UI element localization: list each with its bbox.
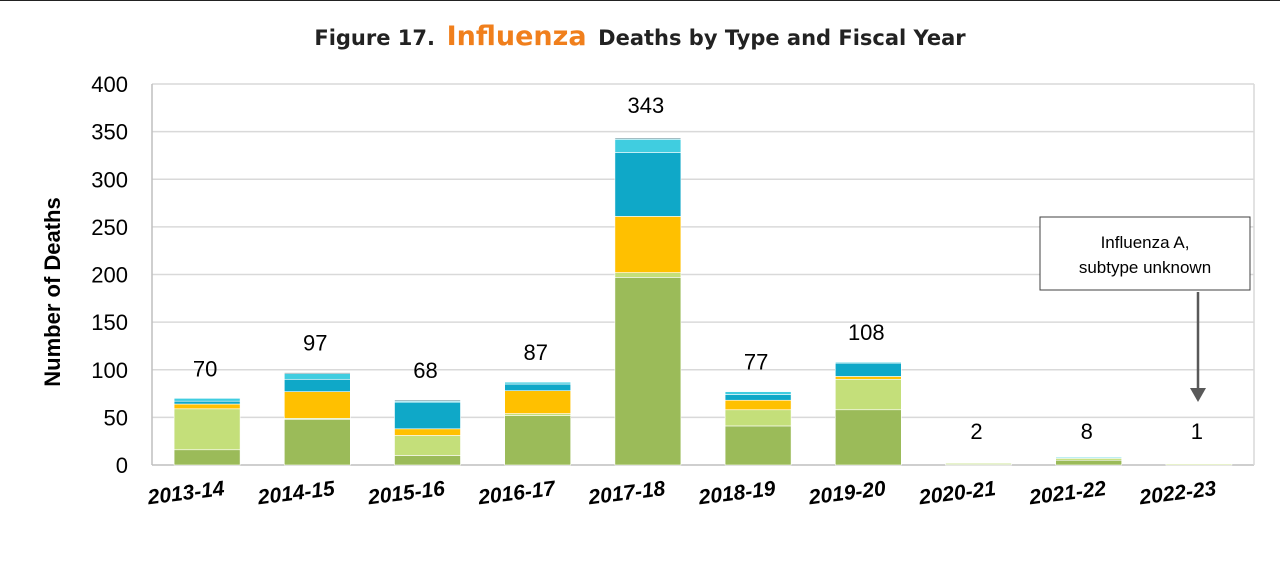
title-suffix: Deaths by Type and Fiscal Year	[598, 26, 966, 50]
bar-segment	[724, 394, 792, 401]
bar-segment	[724, 425, 792, 466]
y-tick-label: 0	[116, 453, 128, 478]
x-tick-label: 2013-14	[145, 477, 226, 509]
bar-segment	[724, 391, 792, 395]
bar-segment	[283, 418, 351, 466]
bar-segment	[283, 372, 351, 374]
bar-segment	[394, 401, 461, 430]
bar-segment	[173, 398, 241, 402]
bar-segment	[724, 399, 792, 411]
annotation-line-2: subtype unknown	[1079, 258, 1211, 277]
chart-title: Figure 17. Influenza Deaths by Type and …	[314, 21, 966, 52]
bar-segment	[283, 373, 351, 380]
x-tick-label: 2014-15	[256, 477, 337, 509]
bar-segment	[283, 378, 351, 392]
bar-segment	[614, 152, 682, 217]
bar-segment	[834, 409, 902, 466]
y-tick-label: 350	[91, 120, 128, 145]
bar-segment	[1055, 457, 1122, 459]
y-tick-label: 250	[91, 215, 128, 240]
bar-segment	[834, 362, 902, 377]
y-tick-label: 150	[91, 310, 128, 335]
bar-segment	[724, 409, 792, 427]
annotation-callout: Influenza A, subtype unknown	[1039, 216, 1251, 402]
total-label: 8	[1081, 419, 1093, 444]
y-axis-ticks: 0 50 100 150 200 250 300 350 400	[91, 72, 128, 478]
bar-segment	[1055, 459, 1122, 466]
y-axis-label: Number of Deaths	[40, 197, 65, 386]
total-label: 70	[193, 356, 217, 381]
title-prefix: Figure 17.	[314, 26, 435, 50]
y-tick-label: 200	[91, 263, 128, 288]
x-tick-label: 2019-20	[807, 477, 888, 509]
bar-segment	[394, 455, 461, 466]
bar-segment	[504, 383, 572, 392]
bar-segment	[614, 277, 682, 466]
y-tick-label: 50	[104, 405, 128, 430]
bar-segment	[394, 428, 461, 436]
bar-segment	[173, 408, 241, 451]
title-highlight: Influenza	[447, 21, 587, 52]
total-label: 87	[523, 340, 547, 365]
bar-segment	[614, 138, 682, 153]
y-tick-label: 400	[91, 72, 128, 97]
bar-segment	[1165, 463, 1233, 466]
bar-segment	[283, 391, 351, 419]
bars	[173, 137, 1233, 466]
bar-segment	[173, 403, 241, 410]
x-axis-ticks: 2013-14 2014-15 2015-16 2016-17 2017-18 2018-…	[145, 477, 1217, 510]
x-tick-label: 2020-21	[917, 477, 997, 509]
bar-segment	[945, 462, 1012, 465]
total-labels: 70 97 68 87 343 77 108 2 8 1	[193, 93, 1203, 444]
bar-segment	[614, 272, 682, 278]
bar-segment	[614, 137, 682, 140]
bar-segment	[394, 399, 461, 402]
bar-segment	[504, 415, 572, 466]
y-tick-label: 100	[91, 358, 128, 383]
total-label: 2	[970, 419, 982, 444]
y-tick-label: 300	[91, 167, 128, 192]
annotation-arrow-head	[1190, 388, 1206, 402]
x-tick-label: 2016-17	[476, 477, 558, 510]
bar-segment	[173, 400, 241, 405]
bar-segment	[394, 435, 461, 456]
x-tick-label: 2015-16	[366, 477, 447, 509]
top-border-line	[0, 0, 1280, 1]
total-label: 108	[848, 320, 885, 345]
total-label: 1	[1191, 419, 1203, 444]
bar-segment	[834, 378, 902, 411]
bar-segment	[614, 216, 682, 273]
total-label: 97	[303, 331, 327, 356]
bar-segment	[834, 361, 902, 364]
bar-segment	[834, 376, 902, 380]
x-tick-label: 2018-19	[696, 477, 777, 509]
x-tick-label: 2021-22	[1027, 477, 1108, 509]
total-label: 68	[413, 358, 437, 383]
bar-segment	[173, 449, 241, 466]
x-tick-label: 2022-23	[1137, 477, 1218, 509]
total-label: 77	[744, 350, 768, 375]
bar-segment	[504, 381, 572, 385]
bar-segment	[504, 390, 572, 414]
x-tick-label: 2017-18	[586, 477, 667, 509]
total-label: 343	[628, 93, 665, 118]
annotation-line-1: Influenza A,	[1101, 233, 1190, 252]
annotation-box	[1039, 216, 1251, 291]
